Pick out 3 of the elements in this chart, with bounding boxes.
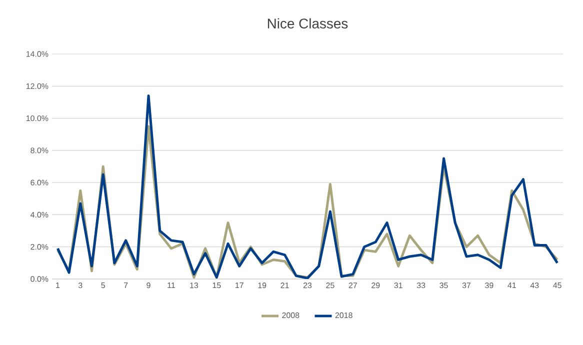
line-series [56,94,559,279]
chart-title: Nice Classes [268,18,348,29]
line-series [56,125,559,279]
